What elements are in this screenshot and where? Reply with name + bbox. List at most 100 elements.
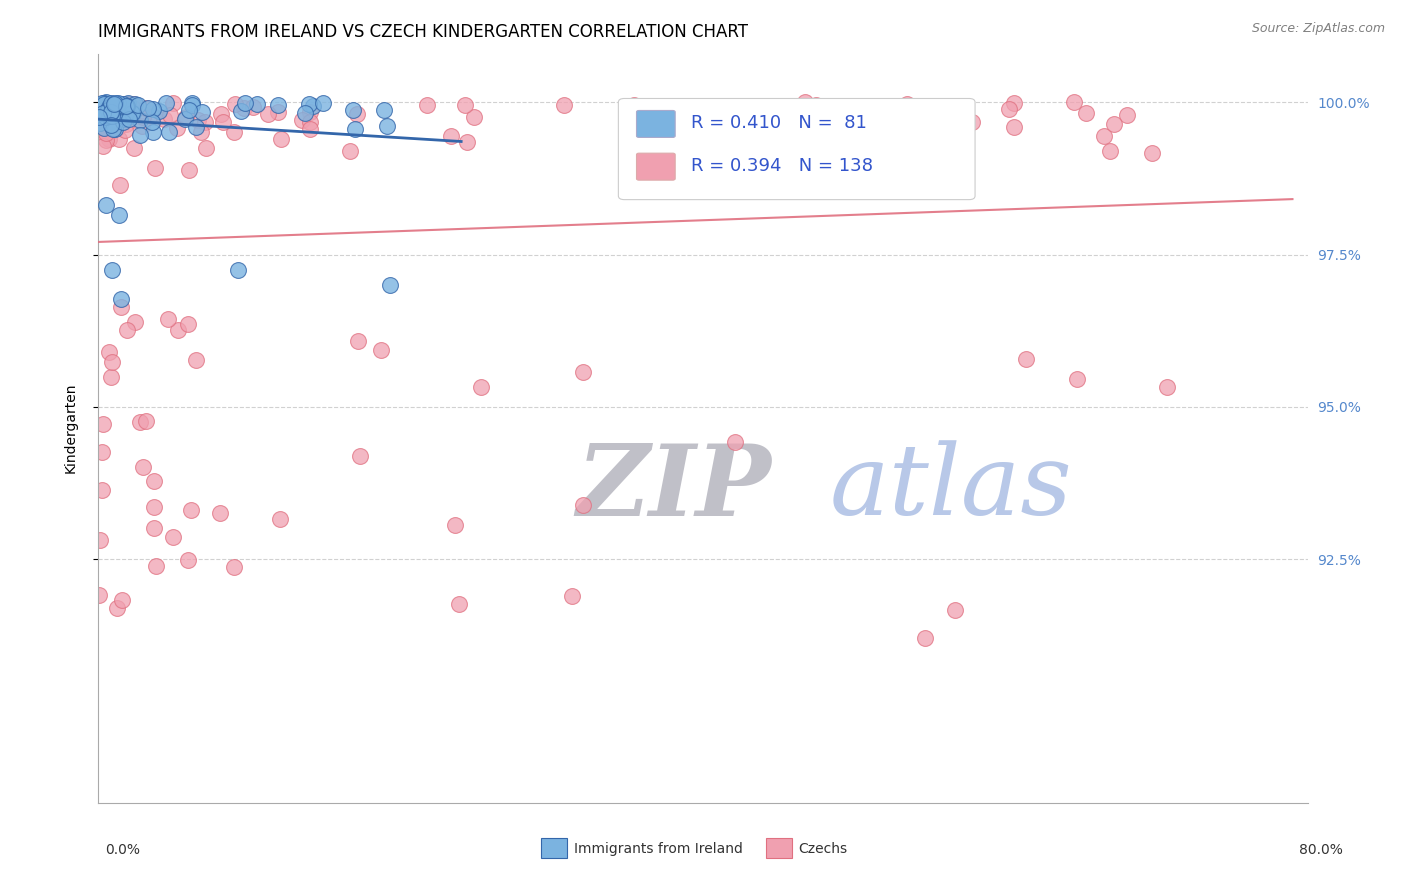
Point <box>135 414 157 428</box>
Point <box>246 97 269 112</box>
Point <box>724 435 747 450</box>
Point <box>1066 371 1088 385</box>
Point <box>131 120 153 134</box>
Text: 80.0%: 80.0% <box>1299 843 1343 857</box>
Point <box>378 278 401 293</box>
Point <box>914 632 936 646</box>
Point <box>257 107 280 121</box>
Point <box>208 506 231 520</box>
Point <box>298 97 321 112</box>
Point <box>141 114 163 128</box>
Point <box>135 101 157 115</box>
Point <box>1099 144 1122 158</box>
Point <box>121 105 143 120</box>
Point <box>91 445 114 459</box>
Point <box>107 95 129 110</box>
Point <box>174 112 197 126</box>
Point <box>1102 117 1125 131</box>
Point <box>87 103 110 117</box>
FancyBboxPatch shape <box>637 153 675 180</box>
Point <box>110 178 132 193</box>
Point <box>298 114 321 128</box>
Point <box>179 103 201 117</box>
Point <box>108 132 131 146</box>
Point <box>346 334 368 348</box>
Point <box>100 95 122 110</box>
Point <box>370 343 392 358</box>
Point <box>571 498 593 512</box>
Point <box>98 97 121 112</box>
Point <box>224 96 246 111</box>
Point <box>132 459 155 474</box>
Point <box>115 323 138 337</box>
Point <box>454 98 477 112</box>
Point <box>298 121 321 136</box>
Point <box>100 124 122 138</box>
Point <box>884 112 907 126</box>
Point <box>998 102 1021 116</box>
Point <box>561 589 583 603</box>
Point <box>443 518 465 533</box>
Point <box>112 112 135 126</box>
Point <box>373 103 395 117</box>
Point <box>117 97 139 112</box>
Point <box>142 109 165 123</box>
Point <box>93 109 115 123</box>
Point <box>94 95 117 110</box>
Point <box>100 98 122 112</box>
Point <box>808 157 831 171</box>
Point <box>142 102 165 116</box>
Point <box>311 95 333 110</box>
Point <box>114 123 136 137</box>
Point <box>97 132 120 146</box>
Point <box>153 112 176 126</box>
Point <box>90 98 112 112</box>
Point <box>1116 108 1139 122</box>
Point <box>108 103 131 118</box>
Point <box>896 97 918 112</box>
Y-axis label: Kindergarten: Kindergarten <box>63 383 77 474</box>
Point <box>96 104 118 119</box>
Point <box>162 95 184 110</box>
Point <box>142 500 165 514</box>
Point <box>299 104 322 119</box>
Point <box>128 415 150 429</box>
Point <box>122 101 145 115</box>
Point <box>121 106 143 120</box>
Point <box>233 95 256 110</box>
Point <box>148 104 170 119</box>
Point <box>96 122 118 136</box>
Point <box>375 119 398 133</box>
Point <box>1142 145 1164 160</box>
Point <box>101 108 124 122</box>
Point <box>180 98 202 112</box>
Text: ZIP: ZIP <box>576 440 770 536</box>
Point <box>89 533 111 548</box>
Point <box>124 96 146 111</box>
Point <box>103 113 125 128</box>
Point <box>191 104 214 119</box>
Point <box>664 110 686 124</box>
Text: Immigrants from Ireland: Immigrants from Ireland <box>574 842 742 856</box>
Point <box>121 97 143 112</box>
Point <box>174 110 197 124</box>
Point <box>949 164 972 178</box>
Point <box>167 323 190 337</box>
Point <box>91 483 114 497</box>
Point <box>339 144 361 158</box>
Point <box>90 95 112 110</box>
Point <box>127 98 149 112</box>
Point <box>93 97 115 112</box>
Point <box>107 105 129 120</box>
Point <box>224 559 246 574</box>
Point <box>177 163 200 178</box>
Point <box>159 125 181 139</box>
Point <box>176 552 198 566</box>
Point <box>440 129 463 144</box>
Point <box>104 95 127 110</box>
Point <box>242 100 264 114</box>
Text: R = 0.410   N =  81: R = 0.410 N = 81 <box>690 114 866 132</box>
Point <box>806 97 828 112</box>
Point <box>270 132 292 146</box>
Text: R = 0.394   N = 138: R = 0.394 N = 138 <box>690 157 873 175</box>
